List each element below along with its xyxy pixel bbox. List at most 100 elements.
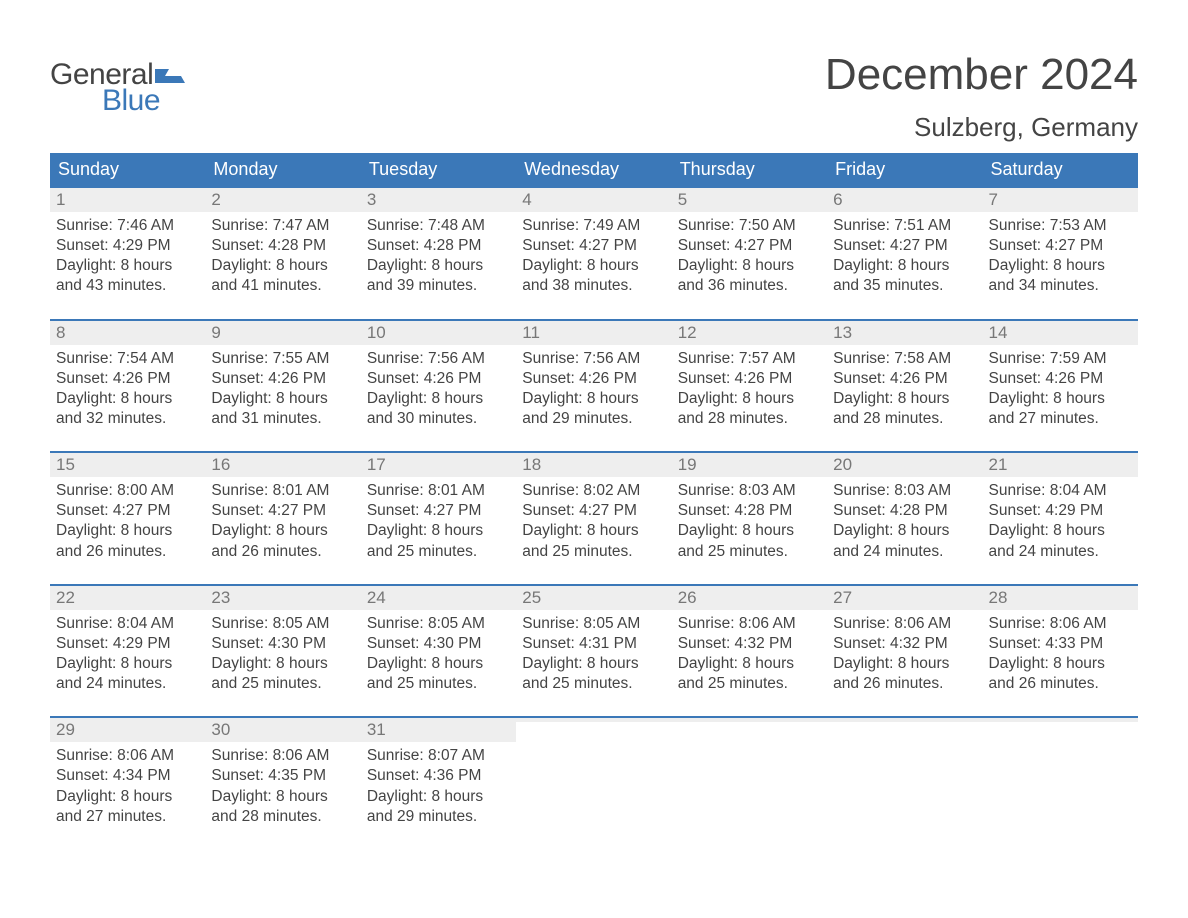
day-number: 2: [211, 190, 220, 209]
day-body: Sunrise: 8:00 AMSunset: 4:27 PMDaylight:…: [50, 477, 205, 566]
day-cell: 27Sunrise: 8:06 AMSunset: 4:32 PMDayligh…: [827, 586, 982, 699]
day-d2: and 26 minutes.: [56, 542, 199, 562]
day-sunset: Sunset: 4:27 PM: [989, 236, 1132, 256]
day-number-row: 11: [516, 321, 671, 345]
day-sunset: Sunset: 4:26 PM: [211, 369, 354, 389]
day-number: 20: [833, 455, 852, 474]
day-body: Sunrise: 7:50 AMSunset: 4:27 PMDaylight:…: [672, 212, 827, 301]
day-sunrise: Sunrise: 8:06 AM: [211, 746, 354, 766]
day-number: 12: [678, 323, 697, 342]
day-d2: and 25 minutes.: [522, 674, 665, 694]
day-d1: Daylight: 8 hours: [211, 389, 354, 409]
day-d1: Daylight: 8 hours: [989, 389, 1132, 409]
day-body: Sunrise: 8:03 AMSunset: 4:28 PMDaylight:…: [827, 477, 982, 566]
day-body: Sunrise: 7:55 AMSunset: 4:26 PMDaylight:…: [205, 345, 360, 434]
day-cell: 15Sunrise: 8:00 AMSunset: 4:27 PMDayligh…: [50, 453, 205, 566]
day-cell: 28Sunrise: 8:06 AMSunset: 4:33 PMDayligh…: [983, 586, 1138, 699]
day-d1: Daylight: 8 hours: [833, 389, 976, 409]
day-number-row: 23: [205, 586, 360, 610]
day-sunset: Sunset: 4:28 PM: [678, 501, 821, 521]
day-number-row: 7: [983, 188, 1138, 212]
day-d2: and 39 minutes.: [367, 276, 510, 296]
day-number-row: 9: [205, 321, 360, 345]
day-body: Sunrise: 7:51 AMSunset: 4:27 PMDaylight:…: [827, 212, 982, 301]
day-body: Sunrise: 8:01 AMSunset: 4:27 PMDaylight:…: [205, 477, 360, 566]
day-d2: and 41 minutes.: [211, 276, 354, 296]
day-body: Sunrise: 7:46 AMSunset: 4:29 PMDaylight:…: [50, 212, 205, 301]
day-number: 1: [56, 190, 65, 209]
day-number-row: 13: [827, 321, 982, 345]
day-sunrise: Sunrise: 7:57 AM: [678, 349, 821, 369]
day-cell: 30Sunrise: 8:06 AMSunset: 4:35 PMDayligh…: [205, 718, 360, 831]
day-body: Sunrise: 7:59 AMSunset: 4:26 PMDaylight:…: [983, 345, 1138, 434]
day-cell: 31Sunrise: 8:07 AMSunset: 4:36 PMDayligh…: [361, 718, 516, 831]
day-sunrise: Sunrise: 7:54 AM: [56, 349, 199, 369]
day-sunset: Sunset: 4:26 PM: [678, 369, 821, 389]
day-d1: Daylight: 8 hours: [56, 787, 199, 807]
day-sunset: Sunset: 4:32 PM: [678, 634, 821, 654]
day-cell: 17Sunrise: 8:01 AMSunset: 4:27 PMDayligh…: [361, 453, 516, 566]
day-d1: Daylight: 8 hours: [211, 654, 354, 674]
day-d1: Daylight: 8 hours: [56, 256, 199, 276]
day-d2: and 36 minutes.: [678, 276, 821, 296]
day-cell: 1 Sunrise: 7:46 AMSunset: 4:29 PMDaylight…: [50, 188, 205, 301]
day-number: 31: [367, 720, 386, 739]
day-sunset: Sunset: 4:28 PM: [833, 501, 976, 521]
day-sunrise: Sunrise: 7:48 AM: [367, 216, 510, 236]
day-cell: 26Sunrise: 8:06 AMSunset: 4:32 PMDayligh…: [672, 586, 827, 699]
day-sunrise: Sunrise: 8:03 AM: [833, 481, 976, 501]
day-sunrise: Sunrise: 7:58 AM: [833, 349, 976, 369]
day-body: Sunrise: 8:06 AMSunset: 4:32 PMDaylight:…: [827, 610, 982, 699]
day-d2: and 25 minutes.: [678, 674, 821, 694]
day-sunset: Sunset: 4:27 PM: [211, 501, 354, 521]
dow-sunday: Sunday: [50, 153, 205, 186]
day-number-row: 14: [983, 321, 1138, 345]
day-sunrise: Sunrise: 7:56 AM: [522, 349, 665, 369]
day-number: 16: [211, 455, 230, 474]
day-sunset: Sunset: 4:26 PM: [56, 369, 199, 389]
day-number-row: 31: [361, 718, 516, 742]
day-d2: and 25 minutes.: [522, 542, 665, 562]
day-sunset: Sunset: 4:30 PM: [367, 634, 510, 654]
day-sunset: Sunset: 4:28 PM: [367, 236, 510, 256]
day-d1: Daylight: 8 hours: [56, 654, 199, 674]
day-d2: and 43 minutes.: [56, 276, 199, 296]
week-row: 8Sunrise: 7:54 AMSunset: 4:26 PMDaylight…: [50, 319, 1138, 434]
title-block: December 2024 Sulzberg, Germany: [825, 30, 1138, 143]
day-number-row: 6: [827, 188, 982, 212]
day-number-row: 17: [361, 453, 516, 477]
week-row: 29Sunrise: 8:06 AMSunset: 4:34 PMDayligh…: [50, 716, 1138, 831]
day-number-row: 24: [361, 586, 516, 610]
day-number: 26: [678, 588, 697, 607]
day-sunset: Sunset: 4:36 PM: [367, 766, 510, 786]
day-d2: and 32 minutes.: [56, 409, 199, 429]
day-d1: Daylight: 8 hours: [367, 521, 510, 541]
day-d1: Daylight: 8 hours: [367, 256, 510, 276]
day-body: Sunrise: 8:06 AMSunset: 4:33 PMDaylight:…: [983, 610, 1138, 699]
day-sunset: Sunset: 4:29 PM: [56, 236, 199, 256]
day-d1: Daylight: 8 hours: [678, 521, 821, 541]
day-body: Sunrise: 7:48 AMSunset: 4:28 PMDaylight:…: [361, 212, 516, 301]
day-sunrise: Sunrise: 8:04 AM: [56, 614, 199, 634]
day-body: Sunrise: 8:05 AMSunset: 4:30 PMDaylight:…: [361, 610, 516, 699]
day-number-row: 16: [205, 453, 360, 477]
day-sunrise: Sunrise: 8:05 AM: [367, 614, 510, 634]
day-body: Sunrise: 8:05 AMSunset: 4:31 PMDaylight:…: [516, 610, 671, 699]
day-number-row: 29: [50, 718, 205, 742]
day-d1: Daylight: 8 hours: [678, 654, 821, 674]
day-sunrise: Sunrise: 8:04 AM: [989, 481, 1132, 501]
dow-monday: Monday: [205, 153, 360, 186]
day-sunrise: Sunrise: 8:06 AM: [833, 614, 976, 634]
day-d1: Daylight: 8 hours: [833, 256, 976, 276]
day-d1: Daylight: 8 hours: [367, 389, 510, 409]
day-d2: and 29 minutes.: [522, 409, 665, 429]
day-body: Sunrise: 7:57 AMSunset: 4:26 PMDaylight:…: [672, 345, 827, 434]
day-body: Sunrise: 8:06 AMSunset: 4:34 PMDaylight:…: [50, 742, 205, 831]
day-number: 24: [367, 588, 386, 607]
day-sunset: Sunset: 4:35 PM: [211, 766, 354, 786]
day-body: Sunrise: 8:04 AMSunset: 4:29 PMDaylight:…: [983, 477, 1138, 566]
day-sunrise: Sunrise: 8:06 AM: [56, 746, 199, 766]
dow-friday: Friday: [827, 153, 982, 186]
day-empty: [516, 718, 671, 831]
day-cell: 18Sunrise: 8:02 AMSunset: 4:27 PMDayligh…: [516, 453, 671, 566]
